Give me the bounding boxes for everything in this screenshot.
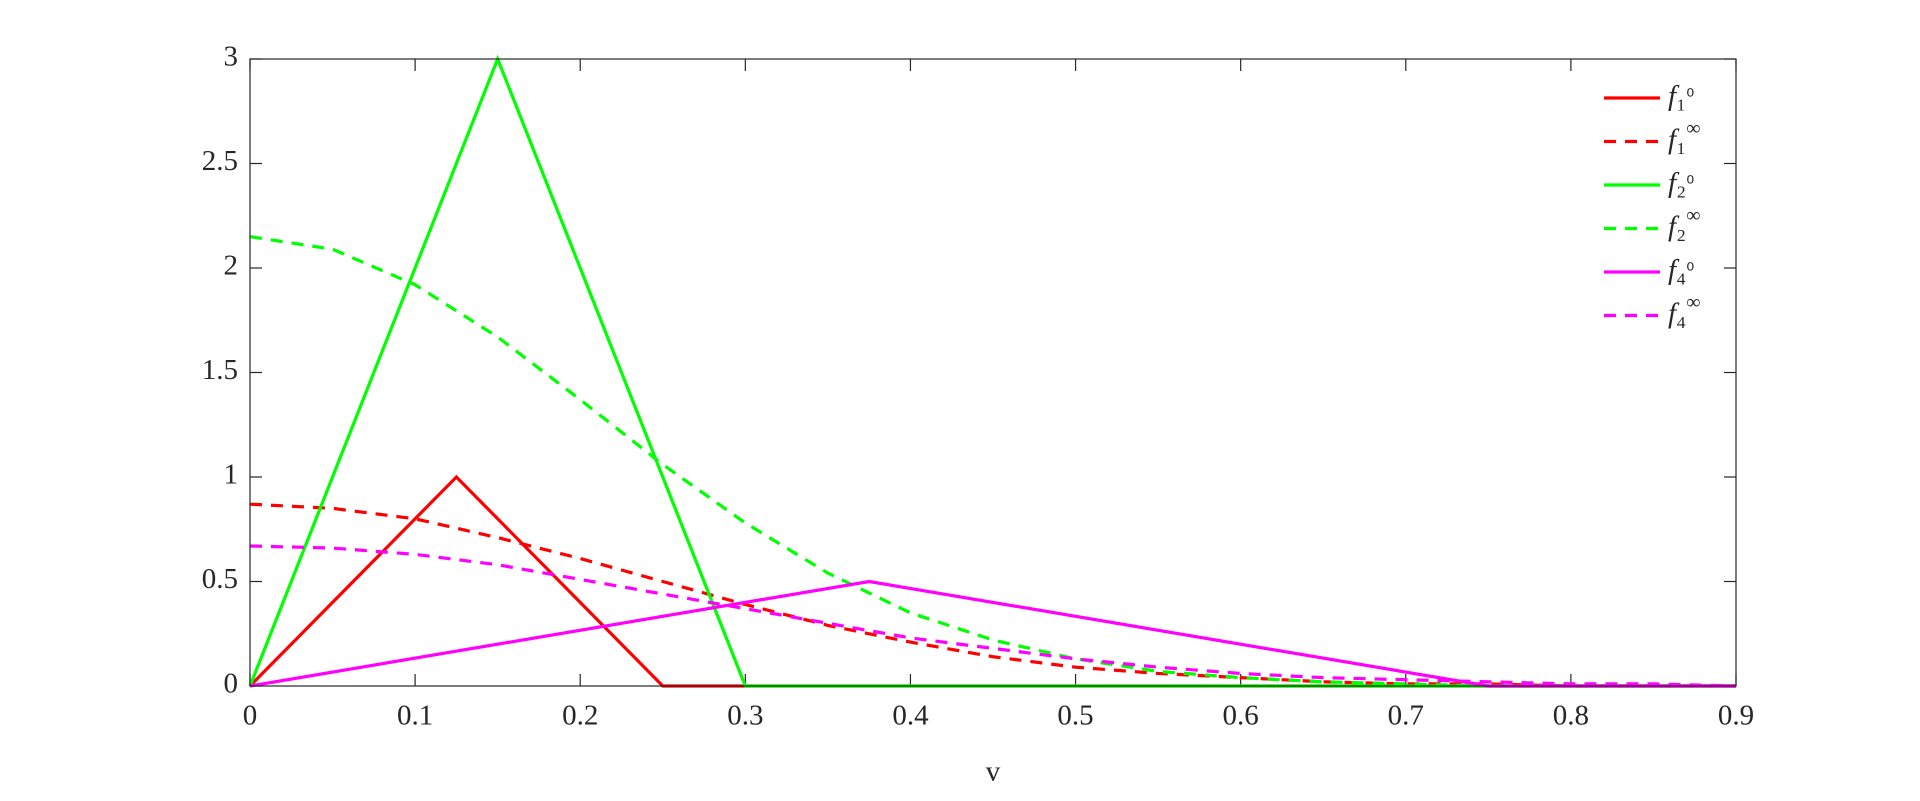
series-line xyxy=(248,474,1736,688)
y-tick-label: 2 xyxy=(224,250,239,282)
series-line xyxy=(249,544,1737,688)
x-tick-label: 0.8 xyxy=(1553,700,1589,732)
series-line xyxy=(248,54,1736,688)
x-tick-label: 0.1 xyxy=(397,700,433,732)
y-tick-label: 0 xyxy=(224,668,239,700)
x-tick-label: 0.5 xyxy=(1057,700,1093,732)
x-tick-label: 0.3 xyxy=(727,700,763,732)
series-line xyxy=(249,502,1736,688)
series-line xyxy=(249,235,1736,688)
y-tick-label: 2.5 xyxy=(202,145,238,177)
axes-box xyxy=(249,58,1737,687)
series-line xyxy=(249,579,1736,688)
y-tick-label: 0.5 xyxy=(202,563,238,595)
y-tick-label: 3 xyxy=(224,41,239,73)
legend-label: f₁∞ xyxy=(1668,117,1700,155)
legend-label: f₂⁰ xyxy=(1668,167,1694,199)
x-tick-label: 0 xyxy=(243,700,258,732)
x-tick-label: 0.7 xyxy=(1388,700,1424,732)
legend-label: f₁⁰ xyxy=(1668,80,1694,112)
x-axis-label: v xyxy=(986,756,1001,788)
legend-label: f₄∞ xyxy=(1668,291,1700,329)
legend-label: f₂∞ xyxy=(1668,204,1700,242)
x-tick-label: 0.2 xyxy=(562,700,598,732)
x-tick-label: 0.6 xyxy=(1223,700,1259,732)
legend-label: f₄⁰ xyxy=(1668,254,1694,286)
x-tick-label: 0.4 xyxy=(892,700,929,732)
y-tick-label: 1.5 xyxy=(202,354,238,386)
y-tick-label: 1 xyxy=(224,459,239,491)
x-tick-label: 0.9 xyxy=(1718,700,1754,732)
